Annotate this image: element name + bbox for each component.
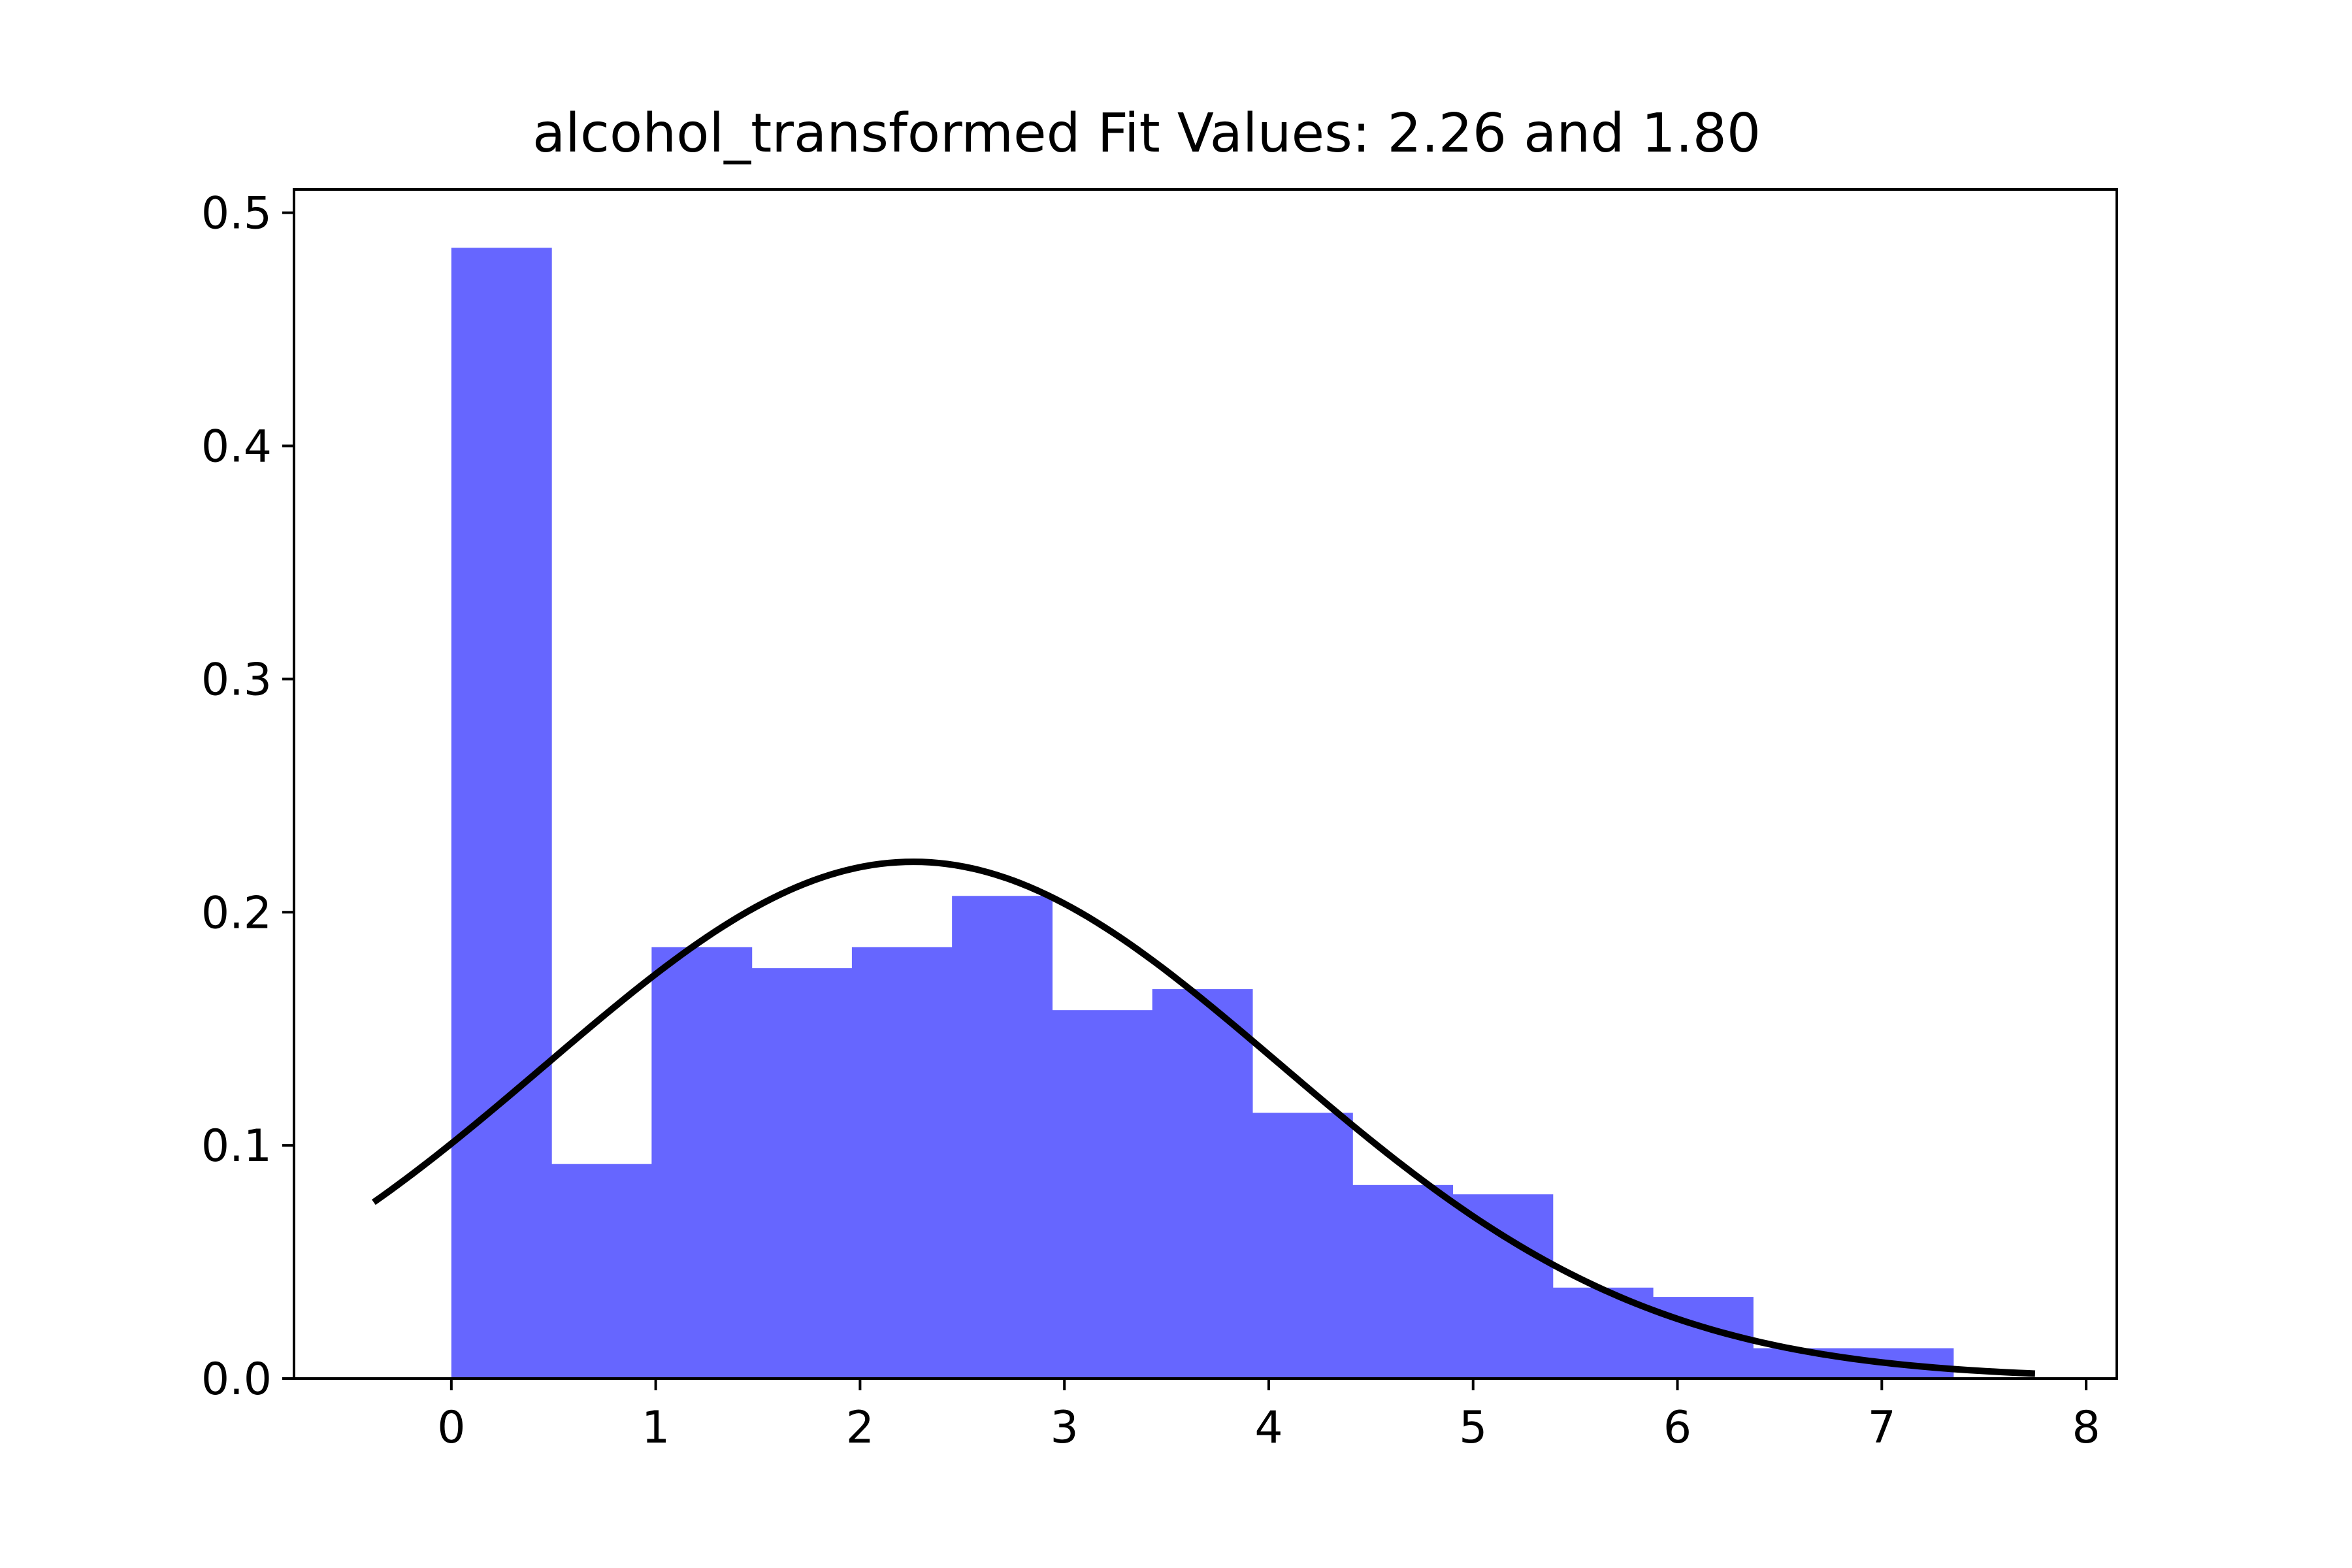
x-tick-label-7: 7: [1868, 1402, 1896, 1454]
histogram-bar-8: [1252, 1113, 1353, 1379]
histogram-bar-0: [451, 248, 552, 1379]
histogram-bars: [451, 248, 1954, 1379]
plot-frame: [293, 188, 2118, 1380]
y-tick-label-4: 0.4: [201, 421, 272, 473]
x-tick-label-5: 5: [1459, 1402, 1487, 1454]
histogram-bar-6: [1052, 1010, 1153, 1379]
x-tick-label-4: 4: [1254, 1402, 1282, 1454]
histogram-bar-9: [1352, 1184, 1454, 1379]
histogram-bar-7: [1152, 989, 1253, 1379]
histogram-bar-4: [851, 947, 953, 1379]
x-tick-label-0: 0: [437, 1402, 465, 1454]
y-tick-label-0: 0.0: [201, 1354, 272, 1405]
x-axis: 0 1 2 3 4 5 6 7 8: [437, 1379, 2100, 1454]
y-tick-label-5: 0.5: [201, 188, 272, 240]
x-tick-label-2: 2: [846, 1402, 874, 1454]
x-tick-label-1: 1: [642, 1402, 670, 1454]
x-tick-label-8: 8: [2072, 1402, 2100, 1454]
x-tick-label-6: 6: [1663, 1402, 1691, 1454]
y-tick-label-2: 0.2: [201, 887, 272, 939]
histogram-bar-2: [651, 947, 753, 1379]
y-tick-label-3: 0.3: [201, 654, 272, 706]
histogram-bar-1: [551, 1164, 652, 1379]
y-tick-label-1: 0.1: [201, 1120, 272, 1172]
histogram-bar-3: [751, 968, 853, 1379]
y-axis: 0.0 0.1 0.2 0.3 0.4 0.5: [201, 188, 294, 1405]
normal-fit-curve: [372, 858, 2036, 1377]
histogram-bar-5: [952, 896, 1053, 1379]
histogram-bar-10: [1452, 1194, 1554, 1379]
chart-title: alcohol_transformed Fit Values: 2.26 and…: [532, 103, 1761, 165]
x-tick-label-3: 3: [1051, 1402, 1079, 1454]
